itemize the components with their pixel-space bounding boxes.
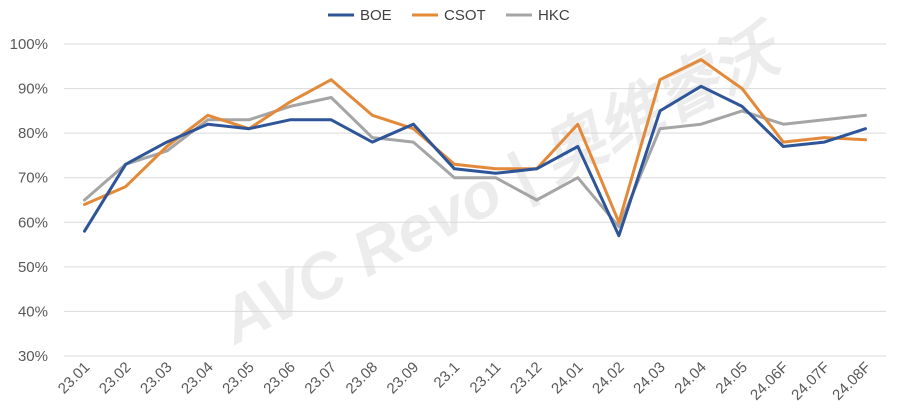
x-tick-label: 24.04 (671, 359, 710, 398)
x-tick-label: 23.08 (343, 359, 382, 398)
x-tick-label: 23.06 (260, 359, 299, 398)
watermark-text: AVC Revo | 奥维睿沃 (207, 10, 797, 358)
x-tick-label: 23.1 (431, 359, 464, 392)
series-lines (83, 58, 867, 238)
x-tick-label: 23.02 (96, 359, 135, 398)
x-tick-label: 24.07F (788, 359, 833, 404)
legend: BOE CSOT HKC (328, 7, 570, 24)
y-tick-label: 100% (10, 36, 48, 53)
x-tick-label: 24.05 (712, 359, 751, 398)
x-tick-label: 23.04 (178, 359, 217, 398)
x-axis: 23.01 23.02 23.03 23.04 23.05 23.06 23.07 23.08… (55, 359, 874, 404)
x-tick-label: 24.02 (589, 359, 628, 398)
x-tick-label: 23.12 (507, 359, 546, 398)
y-tick-label: 40% (18, 303, 48, 320)
x-tick-label: 24.01 (548, 359, 587, 398)
y-tick-label: 60% (18, 214, 48, 231)
y-axis: 30% 40% 50% 60% 70% 80% 90% 100% (10, 36, 48, 365)
legend-label-csot: CSOT (444, 7, 486, 24)
y-tick-label: 30% (18, 348, 48, 365)
x-tick-label: 23.07 (301, 359, 340, 398)
x-tick-label: 23.11 (467, 359, 505, 397)
series-line-hkc (83, 96, 867, 229)
legend-label-boe: BOE (360, 7, 392, 24)
y-tick-label: 80% (18, 125, 48, 142)
x-tick-label: 23.01 (55, 359, 94, 398)
x-tick-label: 24.03 (630, 359, 669, 398)
x-tick-label: 24.08F (829, 359, 874, 404)
x-tick-label: 24.06F (747, 359, 792, 404)
x-tick-label: 23.09 (384, 359, 423, 398)
x-tick-label: 23.03 (137, 359, 176, 398)
y-tick-label: 70% (18, 170, 48, 187)
series-line-csot (83, 58, 867, 224)
watermark: AVC Revo | 奥维睿沃 (207, 10, 797, 358)
y-tick-label: 50% (18, 259, 48, 276)
x-tick-label: 23.05 (219, 359, 258, 398)
series-line-boe (83, 84, 867, 238)
y-tick-label: 90% (18, 81, 48, 98)
legend-label-hkc: HKC (538, 7, 570, 24)
